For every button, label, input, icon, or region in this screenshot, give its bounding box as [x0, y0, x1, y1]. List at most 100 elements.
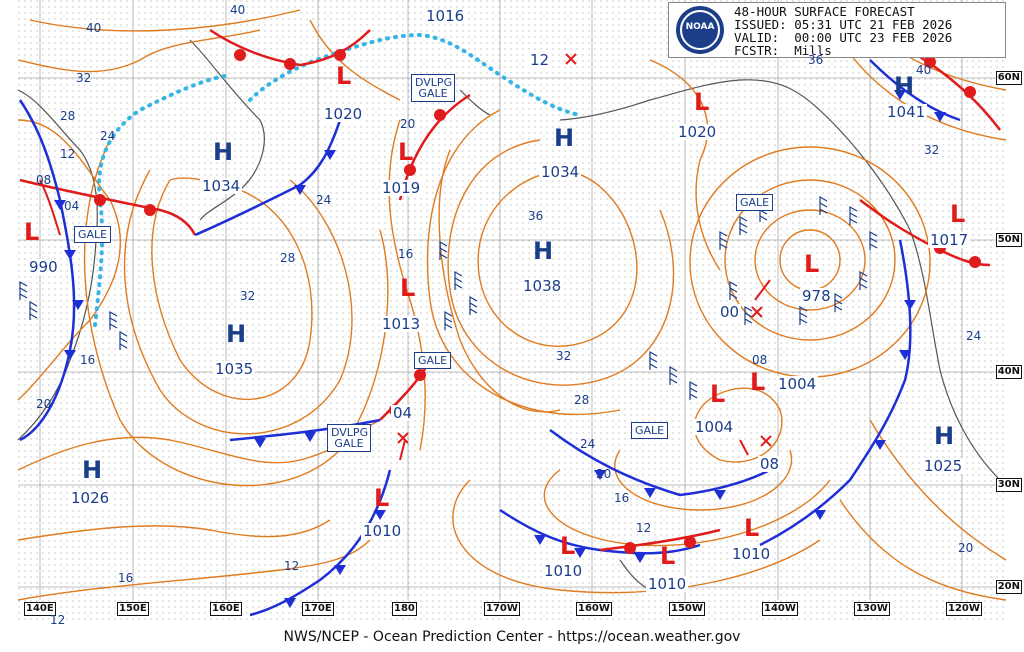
gale-warning: GALE — [631, 422, 669, 439]
developing-gale-warning: DVLPG GALE — [327, 424, 371, 452]
pressure-value: 1017 — [928, 231, 971, 249]
cold-front-pip — [934, 112, 946, 122]
wind-barb-icon — [859, 270, 868, 290]
wind-barb-icon — [689, 380, 698, 400]
isobar-label: 40 — [916, 63, 932, 77]
cold-front-pip — [304, 432, 316, 442]
cold-front-pip — [594, 470, 606, 480]
developing-gale-warning: DVLPG GALE — [411, 74, 455, 102]
longitude-label: 130W — [854, 602, 890, 616]
pressure-value: 1035 — [213, 360, 256, 378]
cold-front-pip — [634, 553, 646, 563]
low-center-icon: L — [374, 484, 390, 512]
low-center-icon: L — [804, 250, 820, 278]
latitude-label: 40N — [995, 365, 1022, 379]
high-center-icon: H — [934, 422, 955, 450]
warm-front-pip — [684, 536, 696, 548]
low-center-icon: L — [710, 380, 726, 408]
low-center-icon: L — [398, 138, 414, 166]
isobar-label: 16 — [614, 491, 630, 505]
pressure-value: 1013 — [380, 315, 423, 333]
latitude-label: 30N — [995, 478, 1022, 492]
low-center-icon: L — [750, 368, 766, 396]
wind-barb-icon — [834, 292, 843, 312]
isobar-label: 12 — [50, 613, 66, 627]
cold-front-pip — [814, 510, 826, 520]
high-center-icon: H — [533, 237, 554, 265]
cold-front-pip — [284, 598, 296, 608]
pressure-value: 1020 — [676, 123, 719, 141]
gale-warning: GALE — [414, 352, 452, 369]
high-center-icon: H — [82, 456, 103, 484]
position-markers — [397, 53, 772, 447]
isobar-label: 20 — [400, 117, 416, 131]
warm-front-pip — [434, 109, 446, 121]
valid-time: VALID: 00:00 UTC 23 FEB 2026 — [734, 30, 953, 45]
warm-front-pip — [94, 194, 106, 206]
isobar-label: 20 — [596, 467, 612, 481]
warm-front-pip — [284, 58, 296, 70]
cold-front-pip — [64, 350, 76, 360]
cold-front-pip — [54, 200, 66, 210]
wind-barb-icon — [799, 305, 808, 325]
forecast-position: 08 — [758, 455, 782, 473]
isobar-label: 32 — [556, 349, 572, 363]
wind-barb-icon — [19, 280, 28, 300]
pressure-value: 1020 — [322, 105, 365, 123]
cold-front-pip — [254, 438, 266, 448]
isobar-label: 24 — [316, 193, 332, 207]
warm-front-pip — [334, 49, 346, 61]
latitude-label: 50N — [995, 233, 1022, 247]
warm-front-pip — [414, 369, 426, 381]
low-center-icon: L — [744, 514, 760, 542]
high-center-icon: H — [554, 124, 575, 152]
cold-front-pip — [334, 565, 346, 575]
longitude-label: 150E — [117, 602, 149, 616]
noaa-logo: NOAA — [676, 6, 724, 54]
pressure-value: 1010 — [730, 545, 773, 563]
wind-barb-icon — [469, 295, 478, 315]
isobar-label: 32 — [924, 143, 940, 157]
isobar-label: 08 — [752, 353, 768, 367]
warm-front-pip — [404, 164, 416, 176]
cold-front-pip — [64, 250, 76, 260]
cold-front-pip — [874, 440, 886, 450]
wind-barb-icon — [649, 350, 658, 370]
isobar-label: 16 — [80, 353, 96, 367]
isobar-label: 36 — [808, 53, 824, 67]
cold-front-pip — [374, 510, 386, 520]
pressure-value: 1004 — [693, 418, 736, 436]
isobar-label: 32 — [240, 289, 256, 303]
wind-barb-icon — [729, 280, 738, 300]
forecast-position: 00 — [718, 303, 742, 321]
cold-front-pip — [324, 150, 336, 160]
pressure-value: 1010 — [361, 522, 404, 540]
low-center-icon: L — [336, 62, 352, 90]
isobar-label: 08 — [36, 173, 52, 187]
wind-barb-icon — [669, 365, 678, 385]
gale-warning: GALE — [74, 226, 112, 243]
wind-barb-icon — [819, 195, 828, 215]
map-background — [18, 0, 1006, 620]
isobar-label: 28 — [574, 393, 590, 407]
noaa-logo-text: NOAA — [685, 22, 715, 32]
pressure-value: 1034 — [539, 163, 582, 181]
isobar-label: 40 — [86, 21, 102, 35]
isobar-label: 12 — [284, 559, 300, 573]
low-center-icon: L — [24, 218, 40, 246]
forecaster: FCSTR: Mills — [734, 43, 832, 58]
cold-front-pip — [294, 185, 306, 195]
forecast-title: 48-HOUR SURFACE FORECAST — [734, 4, 915, 19]
longitude-label: 180 — [392, 602, 417, 616]
wind-barb-icon — [739, 215, 748, 235]
isobar-label: 16 — [118, 571, 134, 585]
wind-barb-icon — [454, 270, 463, 290]
pressure-value: 1010 — [542, 562, 585, 580]
high-center-icon: H — [226, 320, 247, 348]
low-center-icon: L — [950, 200, 966, 228]
latitude-label: 60N — [995, 71, 1022, 85]
low-center-icon: L — [560, 532, 576, 560]
low-center-icon: L — [660, 542, 676, 570]
pressure-value: 1016 — [424, 7, 467, 25]
